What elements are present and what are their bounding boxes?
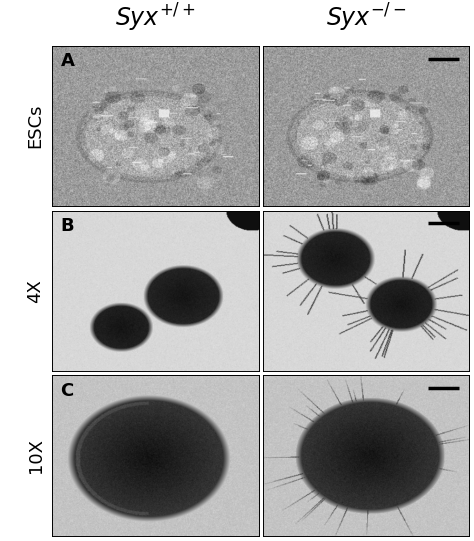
Text: B: B	[60, 217, 74, 235]
Text: 10X: 10X	[27, 438, 45, 473]
Text: $Syx^{-/-}$: $Syx^{-/-}$	[326, 2, 406, 34]
Text: 4X: 4X	[27, 279, 45, 303]
Text: C: C	[60, 382, 73, 400]
Text: A: A	[60, 52, 74, 70]
Text: ESCs: ESCs	[27, 104, 45, 148]
Text: $Syx^{+/+}$: $Syx^{+/+}$	[115, 2, 196, 34]
